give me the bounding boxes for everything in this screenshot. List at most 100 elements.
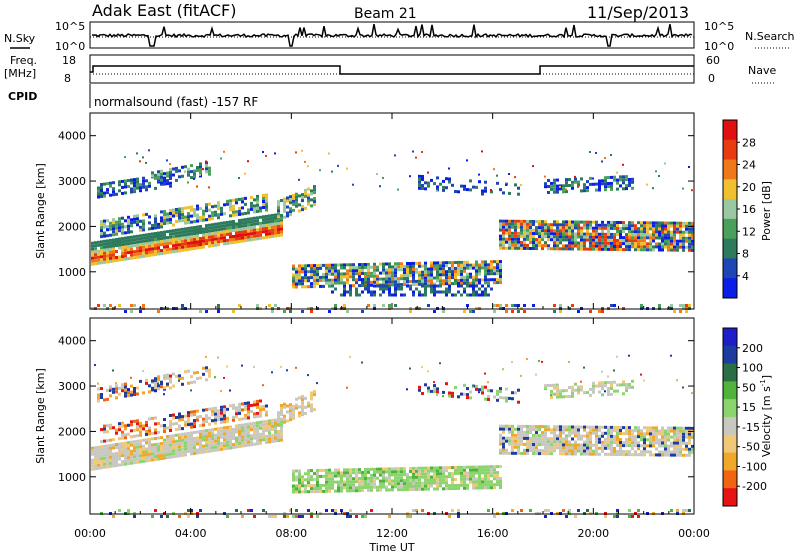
echo-cell [166, 373, 169, 377]
echo-cell [136, 243, 139, 247]
echo-cell [682, 447, 685, 451]
echo-cell [586, 229, 589, 233]
echo-cell [652, 224, 655, 228]
echo-cell [526, 219, 529, 223]
echo-cell [388, 470, 391, 474]
echo-cell [559, 428, 562, 432]
echo-cell [193, 437, 196, 440]
echo-cell [427, 270, 430, 274]
echo-cell [616, 383, 619, 387]
echo-cell [535, 247, 538, 251]
echo-cell [529, 437, 532, 440]
echo-cell [235, 442, 238, 446]
echo-cell [283, 310, 286, 313]
echo-cell [298, 264, 301, 268]
echo-cell [511, 222, 514, 226]
echo-cell [142, 219, 145, 223]
echo-cell [145, 242, 148, 246]
echo-cell [277, 436, 280, 439]
echo-cell [676, 450, 679, 454]
echo-cell [250, 220, 253, 224]
echo-cell [229, 238, 232, 242]
echo-cell [301, 199, 304, 203]
echo-cell [451, 478, 454, 482]
echo-cell [493, 477, 496, 481]
echo-cell [136, 457, 139, 461]
echo-cell [97, 255, 100, 259]
echo-cell [301, 279, 304, 283]
ytick-label: 1000 [58, 471, 86, 484]
echo-cell [580, 247, 583, 251]
echo-cell [622, 432, 625, 436]
echo-cell [436, 478, 439, 482]
echo-cell [319, 486, 322, 490]
echo-cell [631, 438, 634, 442]
echo-cell [445, 469, 448, 473]
echo-cell [130, 253, 133, 257]
echo-cell [325, 509, 328, 512]
echo-cell [460, 263, 463, 267]
echo-cell [271, 427, 274, 431]
echo-cell [580, 425, 583, 429]
echo-cell [538, 359, 540, 362]
echo-cell [130, 187, 133, 191]
echo-cell [655, 224, 658, 228]
echo-cell [583, 232, 586, 236]
echo-cell [142, 459, 145, 463]
echo-cell [442, 475, 445, 479]
echo-cell [523, 436, 526, 440]
echo-cell [130, 241, 133, 245]
echo-cell [316, 382, 318, 385]
echo-cell [490, 263, 493, 267]
echo-cell [187, 181, 189, 184]
power-colorbar-tick-label: 12 [742, 225, 756, 238]
echo-cell [268, 229, 271, 233]
echo-cell [643, 236, 646, 240]
echo-cell [208, 223, 211, 227]
echo-cell [643, 239, 646, 243]
echo-cell [400, 287, 403, 291]
echo-cell [376, 274, 379, 278]
echo-cell [535, 437, 538, 441]
echo-cell [265, 226, 268, 230]
echo-cell [565, 247, 568, 251]
echo-cell [190, 229, 193, 233]
echo-cell [247, 431, 250, 435]
echo-cell [160, 175, 163, 179]
echo-cell [229, 443, 232, 447]
echo-cell [547, 229, 550, 233]
echo-cell [274, 433, 277, 437]
echo-cell [418, 472, 421, 476]
echo-cell [667, 429, 670, 433]
echo-cell [244, 236, 247, 240]
echo-cell [583, 241, 586, 245]
echo-cell [262, 426, 265, 430]
echo-cell [199, 442, 202, 445]
echo-cell [550, 389, 553, 393]
echo-cell [124, 456, 127, 460]
echo-cell [589, 223, 592, 227]
echo-cell [670, 230, 673, 234]
echo-cell [103, 456, 106, 460]
echo-cell [457, 190, 460, 194]
echo-cell [97, 393, 100, 397]
echo-cell [280, 429, 283, 433]
echo-cell [664, 242, 667, 246]
echo-cell [643, 432, 646, 436]
echo-cell [511, 451, 514, 455]
echo-cell [592, 452, 595, 456]
echo-cell [307, 401, 310, 405]
echo-cell [229, 428, 232, 432]
echo-cell [613, 447, 616, 450]
echo-cell [508, 424, 511, 428]
echo-cell [229, 241, 232, 245]
ytick-label: 4000 [58, 130, 86, 143]
echo-cell [418, 478, 421, 482]
echo-cell [181, 236, 184, 240]
echo-cell [469, 284, 472, 288]
echo-cell [499, 451, 502, 455]
echo-cell [556, 190, 559, 194]
echo-cell [232, 241, 235, 244]
echo-cell [169, 452, 172, 456]
echo-cell [103, 439, 106, 443]
